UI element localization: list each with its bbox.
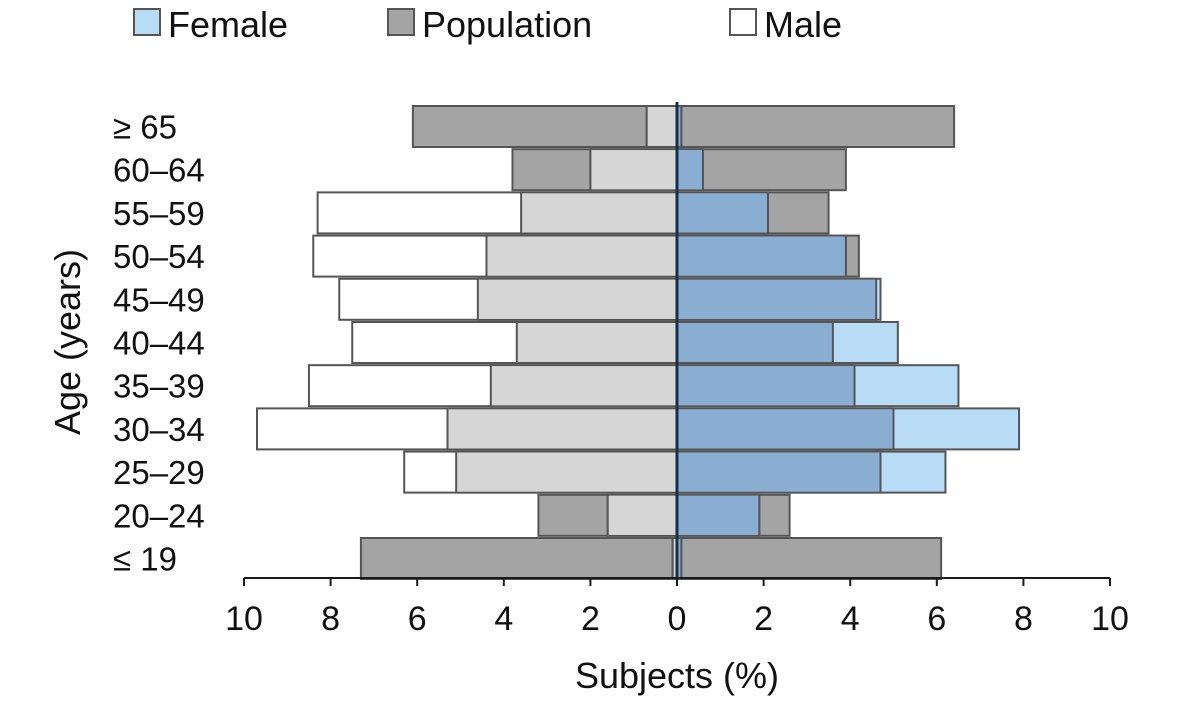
category-label-age-3: 50–54 xyxy=(113,238,205,275)
female-population-overlap-age-4 xyxy=(677,279,877,319)
category-label-age-4: 45–49 xyxy=(113,281,205,318)
population-bar-left-age-0 xyxy=(411,105,678,148)
category-label-age-7: 30–34 xyxy=(113,411,205,448)
x-tick-label-1: 8 xyxy=(321,600,340,638)
male-population-overlap-age-10 xyxy=(672,539,677,578)
labels-group: ≥ 65 60–64 55–59 50–54 45–49 40–44 35–39 30–34 2… xyxy=(47,109,1129,697)
male-population-overlap-age-4 xyxy=(477,279,677,319)
population-bar-right-age-10 xyxy=(676,537,943,580)
female-population-overlap-age-6 xyxy=(677,366,855,406)
category-label-age-9: 20–24 xyxy=(113,497,205,534)
x-tick-label-7: 4 xyxy=(841,600,860,638)
legend: Female Population Male xyxy=(133,4,842,45)
male-population-overlap-age-5 xyxy=(516,323,677,362)
female-population-overlap-age-9 xyxy=(677,495,760,535)
population-bar-right-age-0 xyxy=(676,105,956,148)
category-label-age-2: 55–59 xyxy=(113,195,205,232)
legend-swatch-population xyxy=(387,8,415,36)
female-population-overlap-age-3 xyxy=(677,236,846,276)
legend-label-male: Male xyxy=(764,4,842,45)
legend-swatch-female xyxy=(133,8,161,36)
x-tick-label-6: 2 xyxy=(754,600,773,638)
population-bar-left-age-10 xyxy=(359,537,678,580)
female-population-overlap-age-2 xyxy=(677,193,768,233)
female-population-overlap-age-10 xyxy=(677,539,682,578)
male-population-overlap-age-7 xyxy=(447,409,677,449)
male-population-overlap-age-3 xyxy=(486,236,677,276)
x-tick-label-4: 2 xyxy=(581,600,600,638)
category-label-age-10: ≤ 19 xyxy=(113,541,177,578)
category-label-age-6: 35–39 xyxy=(113,368,205,405)
x-tick-label-9: 8 xyxy=(1014,600,1033,638)
female-population-overlap-age-1 xyxy=(677,150,703,190)
male-population-overlap-age-6 xyxy=(490,366,677,406)
population-bar-right-age-1 xyxy=(676,148,847,192)
category-label-age-1: 60–64 xyxy=(113,152,205,189)
x-tick-label-5: 0 xyxy=(668,600,687,638)
legend-swatch-male xyxy=(729,8,757,36)
category-label-age-5: 40–44 xyxy=(113,325,205,362)
x-axis-label: Subjects (%) xyxy=(575,655,779,696)
x-tick-label-2: 6 xyxy=(408,600,427,638)
legend-label-female: Female xyxy=(168,4,288,45)
x-tick-label-0: 10 xyxy=(225,600,263,638)
category-label-age-8: 25–29 xyxy=(113,454,205,491)
x-tick-label-10: 10 xyxy=(1091,600,1129,638)
y-axis-label: Age (years) xyxy=(47,249,88,435)
female-population-overlap-age-8 xyxy=(677,452,881,492)
male-population-overlap-age-0 xyxy=(646,107,677,146)
axes-group xyxy=(243,102,1111,586)
female-population-overlap-age-0 xyxy=(677,107,682,146)
female-population-overlap-age-5 xyxy=(677,323,833,362)
x-tick-label-3: 4 xyxy=(494,600,513,638)
male-population-overlap-age-1 xyxy=(590,150,677,190)
bars-group xyxy=(255,105,1021,580)
female-population-overlap-age-7 xyxy=(677,409,894,449)
category-label-age-0: ≥ 65 xyxy=(113,109,177,146)
legend-label-population: Population xyxy=(422,4,592,45)
male-population-overlap-age-2 xyxy=(521,193,677,233)
male-population-overlap-age-8 xyxy=(456,452,677,492)
x-tick-label-8: 6 xyxy=(927,600,946,638)
male-population-overlap-age-9 xyxy=(607,495,677,535)
